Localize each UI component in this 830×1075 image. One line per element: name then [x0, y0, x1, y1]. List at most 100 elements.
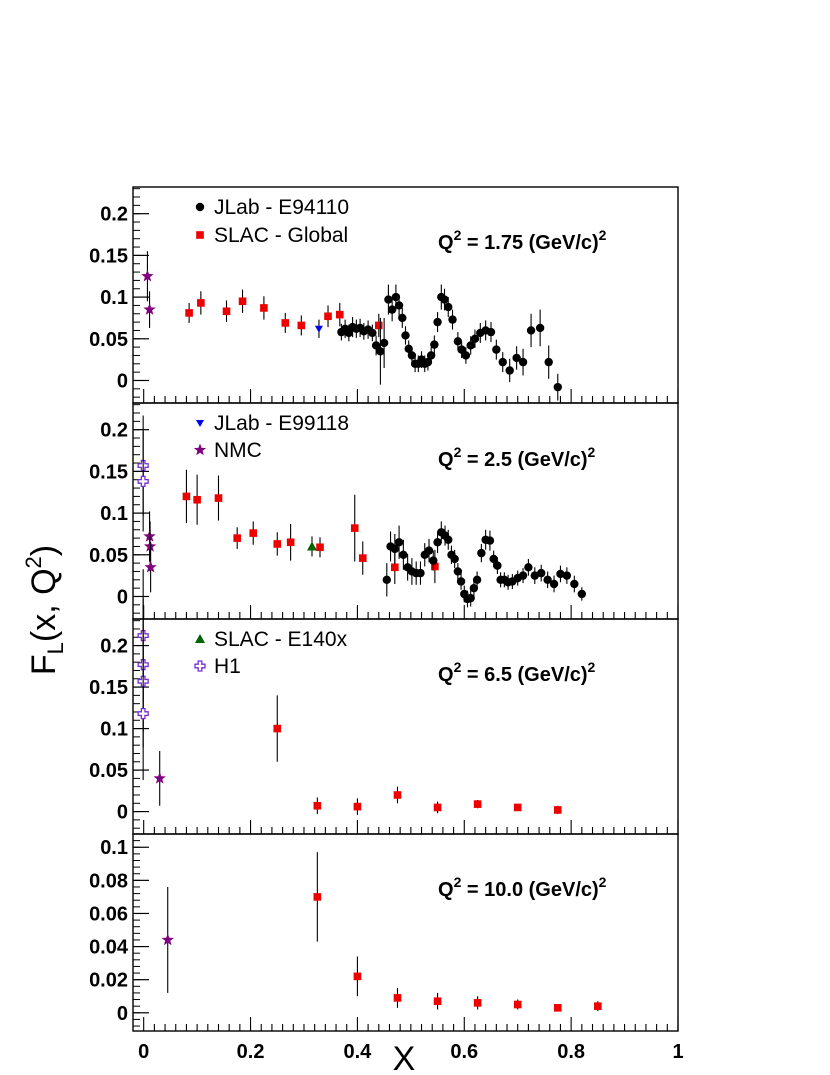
- data-point: [537, 568, 546, 578]
- y-tick-label: 0.06: [89, 903, 128, 925]
- data-point: [193, 495, 201, 504]
- data-point: [430, 340, 439, 349]
- data-point: [316, 543, 324, 552]
- data-point: [577, 589, 587, 599]
- y-tick-label: 0.2: [100, 636, 128, 658]
- data-point: [461, 351, 471, 360]
- data-point: [353, 972, 362, 981]
- y-tick-label: 0.1: [100, 503, 128, 525]
- data-point: [426, 351, 436, 360]
- data-point: [273, 724, 282, 733]
- data-point: [222, 307, 231, 316]
- x-tick-label: 0: [138, 1041, 149, 1063]
- data-point: [526, 326, 536, 335]
- y-tick-label: 0.05: [89, 329, 128, 351]
- data-point: [350, 524, 359, 532]
- x-tick-label: 0.2: [237, 1041, 265, 1063]
- series-nmc: [161, 886, 174, 993]
- data-point: [423, 357, 433, 367]
- data-point: [238, 297, 247, 306]
- panel-1: 0 0.05 0.1 0.15 0.2 JLab - E94110 SLAC - Globa…: [89, 186, 679, 404]
- data-point: [407, 351, 417, 360]
- series-slac_global: [185, 289, 383, 338]
- panel-frame: [132, 618, 679, 835]
- y-tick-label: 0: [117, 370, 128, 392]
- data-point: [473, 999, 482, 1007]
- series-slac_e140x: [306, 536, 317, 557]
- data-point: [444, 302, 453, 312]
- data-point: [390, 544, 400, 554]
- y-tick-label: 0: [117, 802, 128, 824]
- data-point: [556, 569, 565, 579]
- data-point: [141, 269, 154, 282]
- legend-marker-h1: [194, 660, 206, 672]
- y-axis-title: FL(x, Q2): [21, 545, 68, 675]
- series-jlab_e94110: [382, 521, 587, 608]
- data-point: [489, 554, 498, 564]
- data-point: [404, 344, 413, 353]
- series-slac_global: [273, 695, 562, 815]
- data-point: [393, 791, 402, 799]
- series-jlab_e99118: [314, 319, 323, 338]
- y-tick-label: 0.2: [100, 204, 128, 226]
- data-point: [314, 325, 323, 333]
- data-point: [273, 540, 282, 548]
- data-point: [353, 802, 362, 811]
- data-point: [553, 806, 562, 814]
- data-point: [416, 568, 425, 578]
- data-point: [518, 357, 528, 367]
- data-point: [324, 312, 332, 321]
- panel-3: 0 0.05 0.1 0.15 0.2 SLAC - E140x H1 Q2 = 6.5 (G…: [89, 569, 679, 835]
- data-point: [384, 295, 393, 304]
- data-point: [524, 563, 533, 572]
- y-tick-label: 0: [117, 586, 128, 608]
- data-point: [456, 577, 466, 586]
- y-tick-label: 0.08: [89, 870, 128, 892]
- data-point: [394, 301, 404, 310]
- legend-marker-jlab_e99118: [196, 420, 204, 427]
- data-point: [450, 554, 459, 564]
- y-tick-label: 0.1: [100, 287, 128, 309]
- panel-frame: [132, 402, 679, 620]
- x-tick-label: 0.6: [450, 1041, 478, 1063]
- y-tick-label: 0.1: [100, 719, 128, 741]
- x-tick-label: 0.4: [344, 1041, 373, 1063]
- data-point: [505, 366, 514, 375]
- data-point: [399, 550, 408, 559]
- y-tick-label: 0.05: [89, 760, 128, 782]
- series-nmc: [141, 251, 156, 328]
- data-point: [143, 303, 156, 315]
- data-point: [371, 341, 381, 350]
- data-point: [249, 529, 258, 537]
- series-h1: [137, 569, 149, 781]
- data-point: [393, 994, 402, 1002]
- data-point: [398, 313, 407, 323]
- data-point: [444, 535, 453, 544]
- data-point: [391, 292, 401, 302]
- series-nmc: [153, 750, 166, 806]
- data-point: [185, 309, 193, 317]
- data-point: [469, 583, 479, 593]
- data-point: [513, 1000, 522, 1009]
- data-point: [433, 997, 442, 1006]
- legend-marker-jlab_e94110: [195, 202, 205, 212]
- legend-label-slac_global: SLAC - Global: [214, 224, 348, 247]
- data-point: [306, 541, 317, 551]
- panel-frame: [132, 833, 679, 1032]
- data-point: [485, 536, 495, 545]
- series-h1: [137, 415, 149, 532]
- data-point: [477, 548, 486, 558]
- data-point: [473, 800, 482, 808]
- data-point: [313, 893, 322, 901]
- y-axis-title-text: FL(x, Q2): [21, 545, 68, 675]
- y-tick-label: 0.15: [89, 677, 128, 699]
- data-point: [553, 382, 562, 392]
- data-point: [394, 538, 404, 547]
- data-point: [374, 321, 383, 330]
- data-point: [513, 803, 522, 812]
- y-tick-label: 0.1: [100, 837, 128, 859]
- legend-label-jlab_e99118: JLab - E99118: [214, 412, 349, 435]
- data-point: [144, 560, 157, 573]
- panel-4: 0 0.02 0.04 0.06 0.08 0.1 Q2 = 10.0 (GeV/c)2: [89, 833, 679, 1032]
- data-point: [453, 337, 463, 346]
